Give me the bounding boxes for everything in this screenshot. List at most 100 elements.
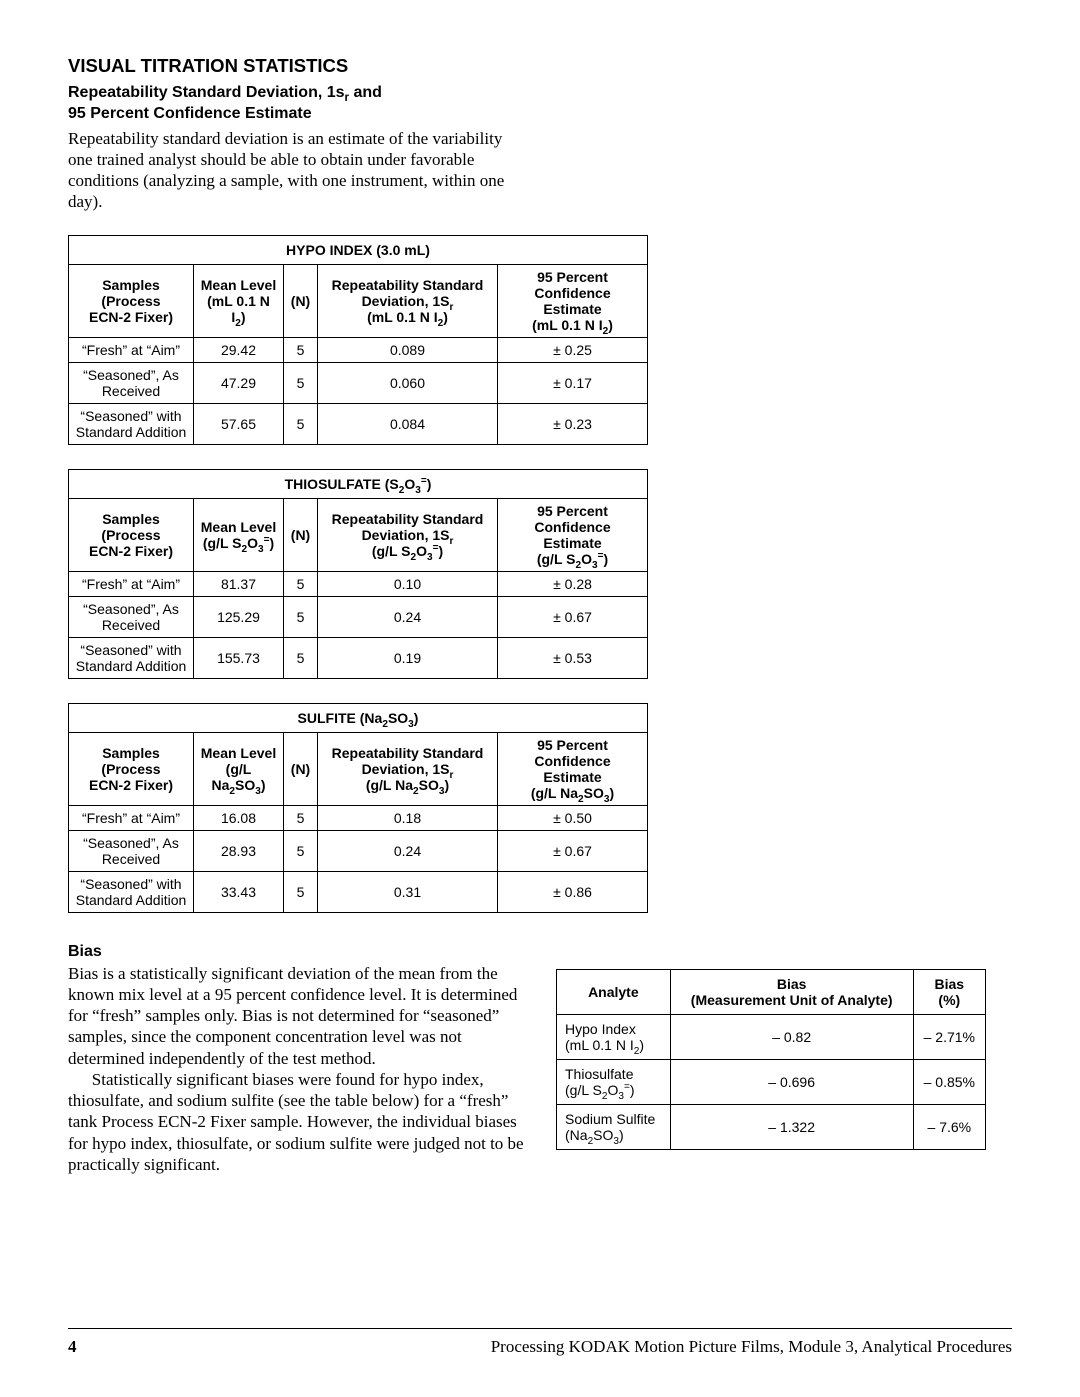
sub-heading: Repeatability Standard Deviation, 1sr an… — [68, 83, 1012, 125]
cell-n: 5 — [284, 871, 318, 912]
cell-rsd: 0.19 — [318, 637, 498, 678]
cell-rsd: 0.089 — [318, 337, 498, 362]
intro-paragraph: Repeatability standard deviation is an e… — [68, 128, 528, 213]
cell-pct: – 7.6% — [913, 1104, 985, 1149]
tables-container: HYPO INDEX (3.0 mL) Samples (ProcessECN-… — [68, 235, 1012, 913]
cell-sample: “Fresh” at “Aim” — [69, 571, 194, 596]
col-rsd: Repeatability StandardDeviation, 1Sr(g/L… — [318, 498, 498, 571]
cell-mean: 81.37 — [194, 571, 284, 596]
cell-n: 5 — [284, 637, 318, 678]
table-row: “Seasoned”, As Received 125.29 5 0.24 ± … — [69, 596, 648, 637]
cell-sample: “Seasoned” with Standard Addition — [69, 871, 194, 912]
table-title: SULFITE (Na2SO3) — [69, 703, 648, 732]
sub-heading-line1: Repeatability Standard Deviation, 1s — [68, 84, 345, 101]
bias-paragraph-1: Bias is a statistically significant devi… — [68, 963, 528, 1069]
col-ci: 95 PercentConfidence Estimate(g/L S2O3=) — [498, 498, 648, 571]
cell-analyte: Thiosulfate(g/L S2O3=) — [557, 1059, 671, 1104]
cell-ci: ± 0.86 — [498, 871, 648, 912]
cell-n: 5 — [284, 805, 318, 830]
col-rsd: Repeatability StandardDeviation, 1Sr(mL … — [318, 264, 498, 337]
cell-ci: ± 0.50 — [498, 805, 648, 830]
page-number: 4 — [68, 1337, 77, 1357]
cell-analyte: Sodium Sulfite(Na2SO3) — [557, 1104, 671, 1149]
cell-rsd: 0.24 — [318, 596, 498, 637]
table-row: Thiosulfate(g/L S2O3=) – 0.696 – 0.85% — [557, 1059, 986, 1104]
cell-ci: ± 0.28 — [498, 571, 648, 596]
cell-ci: ± 0.67 — [498, 830, 648, 871]
col-mean: Mean Level(g/L Na2SO3) — [194, 732, 284, 805]
cell-rsd: 0.060 — [318, 362, 498, 403]
cell-sample: “Seasoned”, As Received — [69, 596, 194, 637]
bias-col-analyte: Analyte — [557, 969, 671, 1014]
cell-mean: 33.43 — [194, 871, 284, 912]
cell-pct: – 0.85% — [913, 1059, 985, 1104]
cell-mean: 28.93 — [194, 830, 284, 871]
cell-mean: 47.29 — [194, 362, 284, 403]
footer-text: Processing KODAK Motion Picture Films, M… — [491, 1337, 1012, 1357]
table-row: Hypo Index(mL 0.1 N I2) – 0.82 – 2.71% — [557, 1014, 986, 1059]
section-heading: VISUAL TITRATION STATISTICS — [68, 55, 1012, 77]
col-mean: Mean Level(mL 0.1 N I2) — [194, 264, 284, 337]
bias-text: Bias is a statistically significant devi… — [68, 963, 528, 1176]
cell-n: 5 — [284, 571, 318, 596]
table-row: “Fresh” at “Aim” 16.08 5 0.18 ± 0.50 — [69, 805, 648, 830]
bias-paragraph-2: Statistically significant biases were fo… — [68, 1069, 528, 1175]
cell-mean: 125.29 — [194, 596, 284, 637]
cell-ci: ± 0.67 — [498, 596, 648, 637]
cell-rsd: 0.31 — [318, 871, 498, 912]
cell-rsd: 0.084 — [318, 403, 498, 444]
cell-bias: – 0.82 — [670, 1014, 913, 1059]
data-table: SULFITE (Na2SO3) Samples (ProcessECN-2 F… — [68, 703, 648, 913]
cell-bias: – 0.696 — [670, 1059, 913, 1104]
cell-sample: “Seasoned” with Standard Addition — [69, 637, 194, 678]
cell-sample: “Seasoned”, As Received — [69, 362, 194, 403]
data-table: THIOSULFATE (S2O3=) Samples (ProcessECN-… — [68, 469, 648, 679]
table-row: “Fresh” at “Aim” 81.37 5 0.10 ± 0.28 — [69, 571, 648, 596]
table-title: HYPO INDEX (3.0 mL) — [69, 235, 648, 264]
cell-sample: “Fresh” at “Aim” — [69, 337, 194, 362]
cell-rsd: 0.18 — [318, 805, 498, 830]
cell-n: 5 — [284, 403, 318, 444]
cell-sample: “Fresh” at “Aim” — [69, 805, 194, 830]
table-row: “Seasoned”, As Received 28.93 5 0.24 ± 0… — [69, 830, 648, 871]
cell-mean: 29.42 — [194, 337, 284, 362]
table-row: “Seasoned” with Standard Addition 33.43 … — [69, 871, 648, 912]
table-title: THIOSULFATE (S2O3=) — [69, 469, 648, 498]
cell-ci: ± 0.17 — [498, 362, 648, 403]
cell-ci: ± 0.53 — [498, 637, 648, 678]
table-row: “Fresh” at “Aim” 29.42 5 0.089 ± 0.25 — [69, 337, 648, 362]
col-n: (N) — [284, 264, 318, 337]
bias-col-bias: Bias (Measurement Unit of Analyte) — [670, 969, 913, 1014]
cell-pct: – 2.71% — [913, 1014, 985, 1059]
col-sample: Samples (ProcessECN-2 Fixer) — [69, 498, 194, 571]
sub-heading-line2: 95 Percent Confidence Estimate — [68, 105, 312, 122]
cell-n: 5 — [284, 596, 318, 637]
table-row: Sodium Sulfite(Na2SO3) – 1.322 – 7.6% — [557, 1104, 986, 1149]
cell-mean: 155.73 — [194, 637, 284, 678]
cell-sample: “Seasoned” with Standard Addition — [69, 403, 194, 444]
bias-heading: Bias — [68, 943, 1012, 961]
cell-rsd: 0.10 — [318, 571, 498, 596]
col-sample: Samples (ProcessECN-2 Fixer) — [69, 264, 194, 337]
cell-n: 5 — [284, 362, 318, 403]
col-n: (N) — [284, 498, 318, 571]
cell-rsd: 0.24 — [318, 830, 498, 871]
cell-n: 5 — [284, 337, 318, 362]
data-table: HYPO INDEX (3.0 mL) Samples (ProcessECN-… — [68, 235, 648, 445]
cell-ci: ± 0.25 — [498, 337, 648, 362]
cell-n: 5 — [284, 830, 318, 871]
bias-col-pct: Bias (%) — [913, 969, 985, 1014]
col-sample: Samples (ProcessECN-2 Fixer) — [69, 732, 194, 805]
col-ci: 95 PercentConfidence Estimate(mL 0.1 N I… — [498, 264, 648, 337]
cell-mean: 57.65 — [194, 403, 284, 444]
col-ci: 95 PercentConfidence Estimate(g/L Na2SO3… — [498, 732, 648, 805]
col-n: (N) — [284, 732, 318, 805]
cell-ci: ± 0.23 — [498, 403, 648, 444]
col-rsd: Repeatability StandardDeviation, 1Sr(g/L… — [318, 732, 498, 805]
cell-bias: – 1.322 — [670, 1104, 913, 1149]
page-footer: 4 Processing KODAK Motion Picture Films,… — [68, 1328, 1012, 1357]
cell-sample: “Seasoned”, As Received — [69, 830, 194, 871]
sub-heading-tail: and — [349, 84, 382, 101]
table-row: “Seasoned” with Standard Addition 57.65 … — [69, 403, 648, 444]
cell-mean: 16.08 — [194, 805, 284, 830]
